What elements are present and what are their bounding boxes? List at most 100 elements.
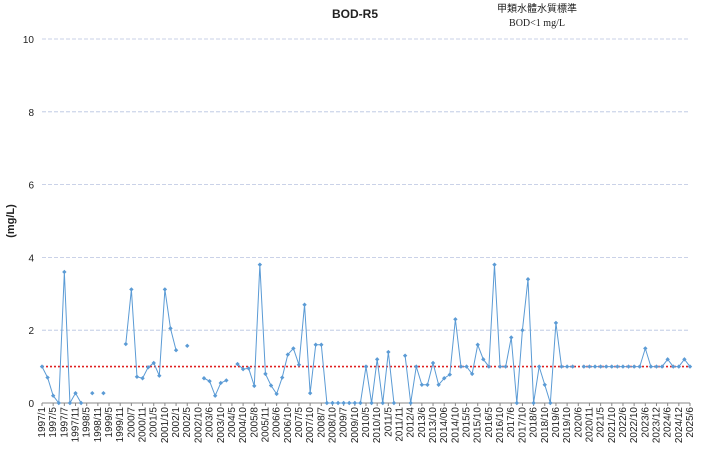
x-tick-label: 2012/4 xyxy=(406,407,417,438)
x-tick-label: 2025/6 xyxy=(685,407,696,438)
data-point xyxy=(313,342,318,347)
data-point xyxy=(386,349,391,355)
data-point xyxy=(263,371,268,377)
x-tick-label: 2023/6 xyxy=(640,407,651,438)
data-point xyxy=(486,364,492,369)
data-point xyxy=(414,364,419,369)
x-tick-label: 2017/6 xyxy=(506,407,517,438)
data-point xyxy=(380,400,385,406)
x-tick-label: 2010/5 xyxy=(361,407,372,438)
y-tick-label: 6 xyxy=(28,181,34,192)
x-tick-label: 2002/10 xyxy=(193,407,204,444)
data-point xyxy=(509,335,514,340)
data-point xyxy=(358,400,363,406)
data-point xyxy=(592,364,598,369)
x-tick-label: 2021/10 xyxy=(607,407,618,444)
data-point xyxy=(168,326,173,331)
data-point xyxy=(151,360,156,366)
data-point xyxy=(324,400,330,406)
x-tick-label: 2022/6 xyxy=(618,407,629,438)
x-tick-label: 2020/11 xyxy=(584,407,595,443)
x-tick-label: 2020/6 xyxy=(573,407,584,438)
x-tick-label: 2015/5 xyxy=(462,407,473,438)
data-point xyxy=(436,382,441,387)
x-tick-label: 2018/6 xyxy=(529,407,540,438)
data-point xyxy=(419,382,425,387)
y-axis-label: (mg/L) xyxy=(5,204,17,238)
x-tick-label: 2013/10 xyxy=(428,407,439,444)
data-point xyxy=(626,364,631,369)
x-tick-label: 2021/5 xyxy=(596,407,607,438)
x-tick-label: 2007/5 xyxy=(294,407,305,438)
data-point xyxy=(39,364,45,369)
data-point xyxy=(570,364,575,369)
data-point xyxy=(548,400,553,406)
data-point xyxy=(631,364,637,369)
data-point xyxy=(559,364,564,369)
data-point xyxy=(218,380,223,386)
data-point xyxy=(374,357,380,362)
x-tick-label: 2018/10 xyxy=(540,407,551,444)
data-point xyxy=(492,262,497,267)
data-point xyxy=(402,353,408,358)
data-point xyxy=(481,357,486,362)
data-point xyxy=(581,364,587,369)
data-point xyxy=(145,365,151,370)
data-point xyxy=(335,400,341,406)
data-point xyxy=(430,360,436,366)
x-tick-label: 2010/10 xyxy=(372,407,383,444)
data-point xyxy=(665,357,670,362)
data-point xyxy=(442,376,447,381)
x-tick-label: 2019/6 xyxy=(551,407,562,438)
data-point xyxy=(280,375,285,380)
x-tick-label: 2009/7 xyxy=(339,407,350,438)
x-tick-label: 2005/8 xyxy=(249,407,260,438)
data-point xyxy=(50,393,56,398)
data-point xyxy=(45,375,50,380)
x-tick-label: 2000/7 xyxy=(126,407,137,438)
data-point xyxy=(497,364,503,369)
data-point xyxy=(347,400,352,406)
data-point xyxy=(609,364,614,369)
data-point xyxy=(536,364,542,369)
y-tick-label: 0 xyxy=(28,399,34,410)
y-tick-label: 4 xyxy=(28,253,34,264)
data-point xyxy=(352,400,358,406)
data-point xyxy=(391,400,397,406)
x-tick-label: 1999/11 xyxy=(115,407,126,443)
data-point xyxy=(285,352,290,357)
data-point xyxy=(648,364,654,369)
data-point xyxy=(307,390,313,396)
data-point xyxy=(291,346,296,351)
data-point xyxy=(687,364,693,369)
data-point xyxy=(90,390,95,396)
x-tick-label: 2008/10 xyxy=(327,407,338,444)
data-point xyxy=(162,287,168,292)
data-point xyxy=(453,317,458,322)
data-point xyxy=(542,382,547,387)
x-tick-label: 1998/5 xyxy=(82,407,93,438)
x-tick-label: 2000/11 xyxy=(138,407,149,443)
x-tick-label: 2006/6 xyxy=(272,407,283,438)
chart-title: BOD-R5 xyxy=(332,7,378,21)
x-tick-label: 2016/10 xyxy=(495,407,506,444)
data-point xyxy=(319,342,324,347)
data-point xyxy=(676,364,682,369)
x-tick-label: 2004/5 xyxy=(227,407,238,438)
data-point xyxy=(268,383,274,388)
x-tick-label: 2017/10 xyxy=(517,407,528,444)
data-point xyxy=(587,364,592,369)
x-tick-label: 2002/1 xyxy=(171,407,182,438)
data-point xyxy=(224,378,229,383)
data-point xyxy=(469,371,475,377)
data-point xyxy=(369,400,374,406)
x-tick-label: 1997/7 xyxy=(59,407,70,438)
data-point xyxy=(520,328,525,333)
data-point xyxy=(531,400,536,406)
x-tick-label: 1999/5 xyxy=(104,407,115,438)
annotation: 甲類水體水質標準 xyxy=(497,2,577,15)
data-point xyxy=(447,372,452,377)
data-point xyxy=(659,364,665,369)
x-tick-label: 1997/11 xyxy=(71,407,82,443)
data-point xyxy=(67,400,73,406)
